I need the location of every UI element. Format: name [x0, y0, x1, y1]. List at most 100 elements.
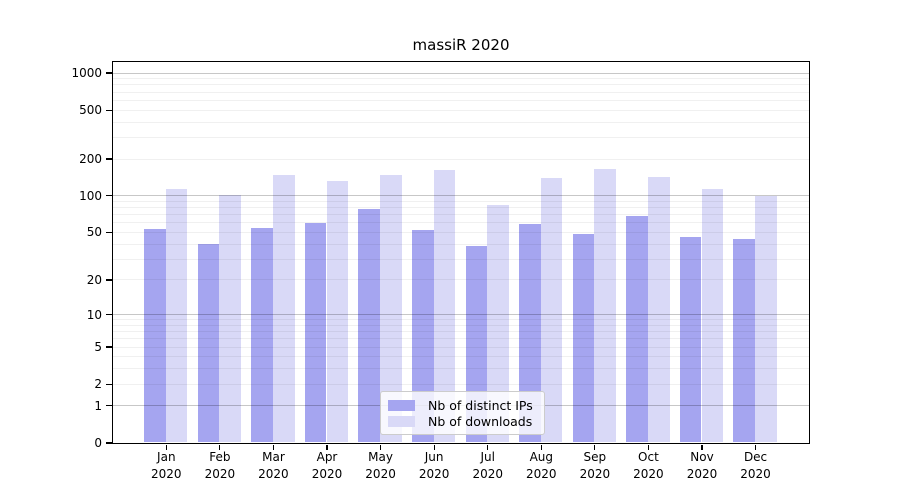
gridline-minor-4	[112, 356, 809, 358]
gridline-minor-50	[112, 231, 809, 233]
bar-nb-of-distinct-ips-jan	[144, 228, 166, 443]
gridline-minor-70	[112, 214, 809, 216]
x-tick-feb	[219, 444, 221, 450]
gridline-minor-9	[112, 319, 809, 321]
x-tick-label-mar: Mar 2020	[243, 449, 303, 482]
y-tick-label-2: 2	[94, 377, 102, 392]
gridline-minor-7	[112, 331, 809, 333]
x-tick-apr	[326, 444, 328, 450]
y-tick-label-0: 0	[94, 436, 102, 450]
x-label-year: 2020	[258, 466, 289, 481]
bar-nb-of-distinct-ips-may	[358, 209, 381, 443]
x-label-year: 2020	[204, 466, 236, 481]
gridline-major-100	[112, 195, 809, 197]
y-tick-label-1: 1	[94, 398, 102, 413]
x-tick-label-dec: Dec 2020	[726, 449, 786, 482]
gridline-minor-400	[112, 121, 809, 123]
x-label-month: May	[368, 450, 393, 464]
gridline-minor-80	[112, 207, 809, 209]
x-tick-jan	[165, 444, 167, 450]
x-label-year: 2020	[365, 466, 396, 481]
gridline-minor-700	[112, 91, 809, 93]
bar-nb-of-distinct-ips-oct	[626, 215, 648, 443]
x-tick-label-nov: Nov 2020	[672, 449, 732, 482]
legend-label-downloads: Nb of downloads	[428, 413, 533, 429]
y-tick-200	[105, 158, 112, 160]
x-tick-label-jan: Jan 2020	[136, 449, 196, 482]
bar-nb-of-downloads-sep	[594, 169, 617, 443]
y-tick-label-50: 50	[86, 225, 102, 240]
y-tick-label-200: 200	[79, 152, 102, 167]
gridline-minor-90	[112, 200, 809, 202]
legend-swatch-distinct-ips	[388, 399, 415, 411]
x-label-month: Sep	[583, 450, 607, 464]
y-tick-label-5: 5	[94, 340, 102, 355]
chart-title: massiR 2020	[412, 36, 510, 54]
bar-nb-of-downloads-dec	[755, 196, 777, 443]
y-tick-label-20: 20	[86, 272, 102, 287]
bar-nb-of-downloads-jul	[487, 204, 509, 443]
x-label-month: Oct	[638, 450, 659, 464]
y-tick-label-500: 500	[79, 103, 102, 118]
x-label-year: 2020	[151, 466, 182, 481]
gridline-minor-900	[112, 78, 809, 80]
gridline-minor-40	[112, 243, 809, 245]
gridline-minor-5	[112, 346, 809, 348]
y-tick-1000	[105, 72, 112, 74]
x-label-month: Nov	[690, 450, 714, 464]
gridline-minor-200	[112, 158, 809, 160]
x-tick-label-oct: Oct 2020	[618, 449, 678, 482]
y-tick-5	[105, 346, 112, 348]
x-tick-label-aug: Aug 2020	[511, 449, 571, 482]
x-tick-jul	[487, 444, 489, 450]
bar-nb-of-distinct-ips-mar	[251, 227, 273, 443]
bar-nb-of-downloads-feb	[219, 195, 242, 443]
x-label-year: 2020	[526, 466, 557, 481]
chart-legend: Nb of distinct IPs Nb of downloads	[380, 391, 545, 435]
bar-nb-of-distinct-ips-feb	[197, 243, 220, 443]
gridline-minor-300	[112, 136, 809, 138]
bar-nb-of-downloads-oct	[647, 176, 670, 443]
gridline-minor-30	[112, 258, 809, 260]
y-tick-label-100: 100	[79, 188, 102, 203]
x-tick-label-feb: Feb 2020	[190, 449, 250, 482]
x-tick-oct	[647, 444, 650, 450]
x-tick-may	[379, 444, 382, 450]
x-label-month: Jul	[480, 450, 495, 464]
x-label-month: Jan	[157, 450, 176, 464]
bar-nb-of-downloads-may	[380, 174, 402, 443]
gridline-major-10	[112, 314, 809, 316]
x-tick-nov	[701, 444, 703, 450]
x-label-month: Apr	[316, 450, 338, 464]
plot-area	[111, 60, 810, 444]
bar-nb-of-distinct-ips-apr	[304, 223, 327, 443]
x-label-month: Mar	[262, 450, 285, 464]
x-label-month: Dec	[743, 450, 768, 464]
x-label-year: 2020	[418, 466, 450, 481]
legend-item-downloads: Nb of downloads	[388, 413, 536, 429]
x-tick-label-apr: Apr 2020	[297, 449, 357, 482]
y-tick-10	[105, 313, 112, 316]
x-label-month: Jun	[424, 450, 444, 464]
x-tick-jun	[433, 444, 435, 450]
y-tick-label-10: 10	[86, 307, 102, 322]
bar-nb-of-downloads-apr	[326, 181, 349, 443]
gridline-minor-60	[112, 222, 809, 224]
gridline-minor-8	[112, 324, 809, 326]
gridline-minor-6	[112, 338, 809, 340]
bar-nb-of-downloads-nov	[701, 189, 724, 443]
bar-nb-of-distinct-ips-dec	[733, 238, 756, 443]
x-tick-label-jul: Jul 2020	[458, 449, 518, 482]
y-tick-50	[105, 231, 112, 234]
legend-item-distinct-ips: Nb of distinct IPs	[388, 397, 536, 413]
x-label-month: Feb	[209, 450, 231, 464]
x-label-year: 2020	[633, 466, 664, 481]
x-label-year: 2020	[472, 466, 503, 481]
bar-nb-of-distinct-ips-nov	[679, 237, 702, 443]
x-label-year: 2020	[579, 466, 611, 481]
y-tick-500	[105, 109, 112, 111]
bar-nb-of-downloads-aug	[540, 178, 563, 443]
x-tick-label-jun: Jun 2020	[404, 449, 464, 482]
bar-nb-of-distinct-ips-jun	[411, 229, 434, 443]
bar-nb-of-downloads-jan	[165, 188, 188, 443]
